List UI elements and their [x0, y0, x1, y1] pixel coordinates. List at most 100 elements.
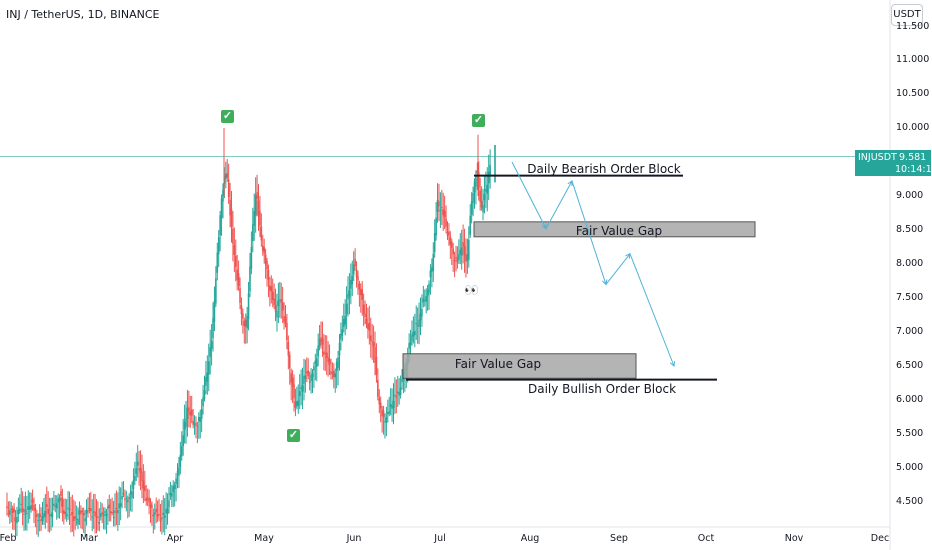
- candle-body: [210, 341, 213, 349]
- candle-body: [82, 512, 85, 516]
- x-tick-label: Jun: [346, 533, 362, 544]
- candle-body: [455, 256, 457, 260]
- y-tick-label: 8.500: [896, 224, 924, 235]
- candle-body: [40, 519, 42, 522]
- candle-body: [121, 496, 123, 500]
- candle-body: [364, 313, 366, 318]
- candle-body: [18, 508, 21, 512]
- candle-body: [304, 375, 307, 380]
- candle-body: [328, 359, 331, 365]
- candle-body: [443, 210, 446, 218]
- candle-body: [202, 397, 204, 407]
- candle-body: [87, 510, 89, 512]
- candle-body: [250, 246, 253, 269]
- candle-body: [360, 288, 362, 296]
- candle-body: [63, 510, 65, 514]
- candle-body: [290, 373, 292, 383]
- candle-body: [134, 475, 136, 481]
- candle-body: [257, 200, 260, 216]
- candle-body: [318, 339, 321, 347]
- candle-body: [28, 506, 31, 511]
- candle-body: [263, 247, 265, 254]
- candle-body: [226, 173, 229, 178]
- candle-body: [234, 255, 237, 267]
- candle-body: [391, 405, 393, 409]
- candle-body: [136, 461, 139, 466]
- candle-body: [53, 503, 55, 506]
- candle-body: [361, 289, 364, 300]
- candle-body: [398, 392, 400, 396]
- candle-body: [468, 239, 470, 260]
- candle-body: [436, 199, 439, 213]
- candle-body: [480, 200, 483, 208]
- candle-body: [320, 337, 322, 342]
- candle-body: [271, 291, 274, 301]
- candle-body: [452, 248, 454, 255]
- candle-body: [207, 361, 210, 375]
- projection-arrowhead: [541, 223, 547, 230]
- candle-body: [392, 400, 395, 408]
- candle-body: [379, 402, 382, 409]
- candle-body: [384, 421, 386, 423]
- candle-body: [155, 508, 157, 513]
- candle-body: [180, 446, 183, 457]
- candle-body: [475, 175, 477, 187]
- candle-body: [85, 509, 88, 514]
- candle-body: [131, 491, 133, 498]
- candle-body: [362, 304, 365, 315]
- candle-body: [203, 390, 206, 399]
- candle-body: [482, 205, 484, 213]
- candle-body: [426, 289, 429, 296]
- candle-body: [335, 361, 338, 371]
- candle-body: [61, 497, 64, 507]
- candle-body: [354, 259, 356, 266]
- candle-body: [369, 335, 372, 341]
- candle-body: [232, 228, 234, 244]
- candle-body: [117, 509, 119, 514]
- candle-body: [102, 513, 105, 516]
- candle-body: [261, 245, 264, 251]
- candle-body: [7, 513, 10, 515]
- candle-body: [48, 514, 51, 516]
- currency-unit-button[interactable]: USDT: [891, 4, 923, 26]
- candle-body: [458, 254, 460, 260]
- candle-body: [196, 425, 199, 427]
- candle-body: [21, 508, 24, 513]
- candle-body: [330, 371, 332, 375]
- y-tick-label: 7.000: [896, 326, 924, 337]
- x-tick-label: Dec: [870, 533, 890, 544]
- candle-body: [396, 391, 399, 394]
- candle-body: [179, 454, 182, 468]
- candle-body: [175, 478, 177, 484]
- candle-body: [368, 323, 371, 331]
- candle-body: [239, 287, 241, 303]
- candle-body: [338, 342, 341, 356]
- projection-arrowhead: [602, 279, 608, 286]
- candle-body: [141, 471, 143, 482]
- candle-body: [243, 320, 246, 327]
- candle-body: [402, 377, 405, 381]
- fair-value-gap-lower-label: Fair Value Gap: [454, 357, 542, 371]
- candle-body: [273, 298, 275, 305]
- candle-body: [431, 267, 433, 273]
- candle-body: [489, 165, 491, 175]
- candle-body: [212, 318, 214, 338]
- fair-value-gap-zone: [402, 353, 637, 379]
- candle-body: [132, 480, 135, 490]
- y-tick-label: 6.000: [896, 394, 924, 405]
- x-tick-label: Jul: [434, 533, 446, 544]
- candle-body: [449, 236, 452, 245]
- x-tick-label: Oct: [697, 533, 715, 544]
- candle-body: [72, 516, 75, 522]
- candle-body: [10, 508, 13, 510]
- candle-body: [90, 508, 92, 511]
- candle-body: [317, 345, 319, 357]
- candle-body: [253, 210, 256, 226]
- candle-body: [222, 190, 224, 202]
- candle-body: [64, 511, 67, 514]
- candle-body: [314, 360, 317, 364]
- candle-body: [327, 357, 329, 363]
- projection-arrowhead: [567, 180, 573, 187]
- candle-body: [469, 215, 472, 235]
